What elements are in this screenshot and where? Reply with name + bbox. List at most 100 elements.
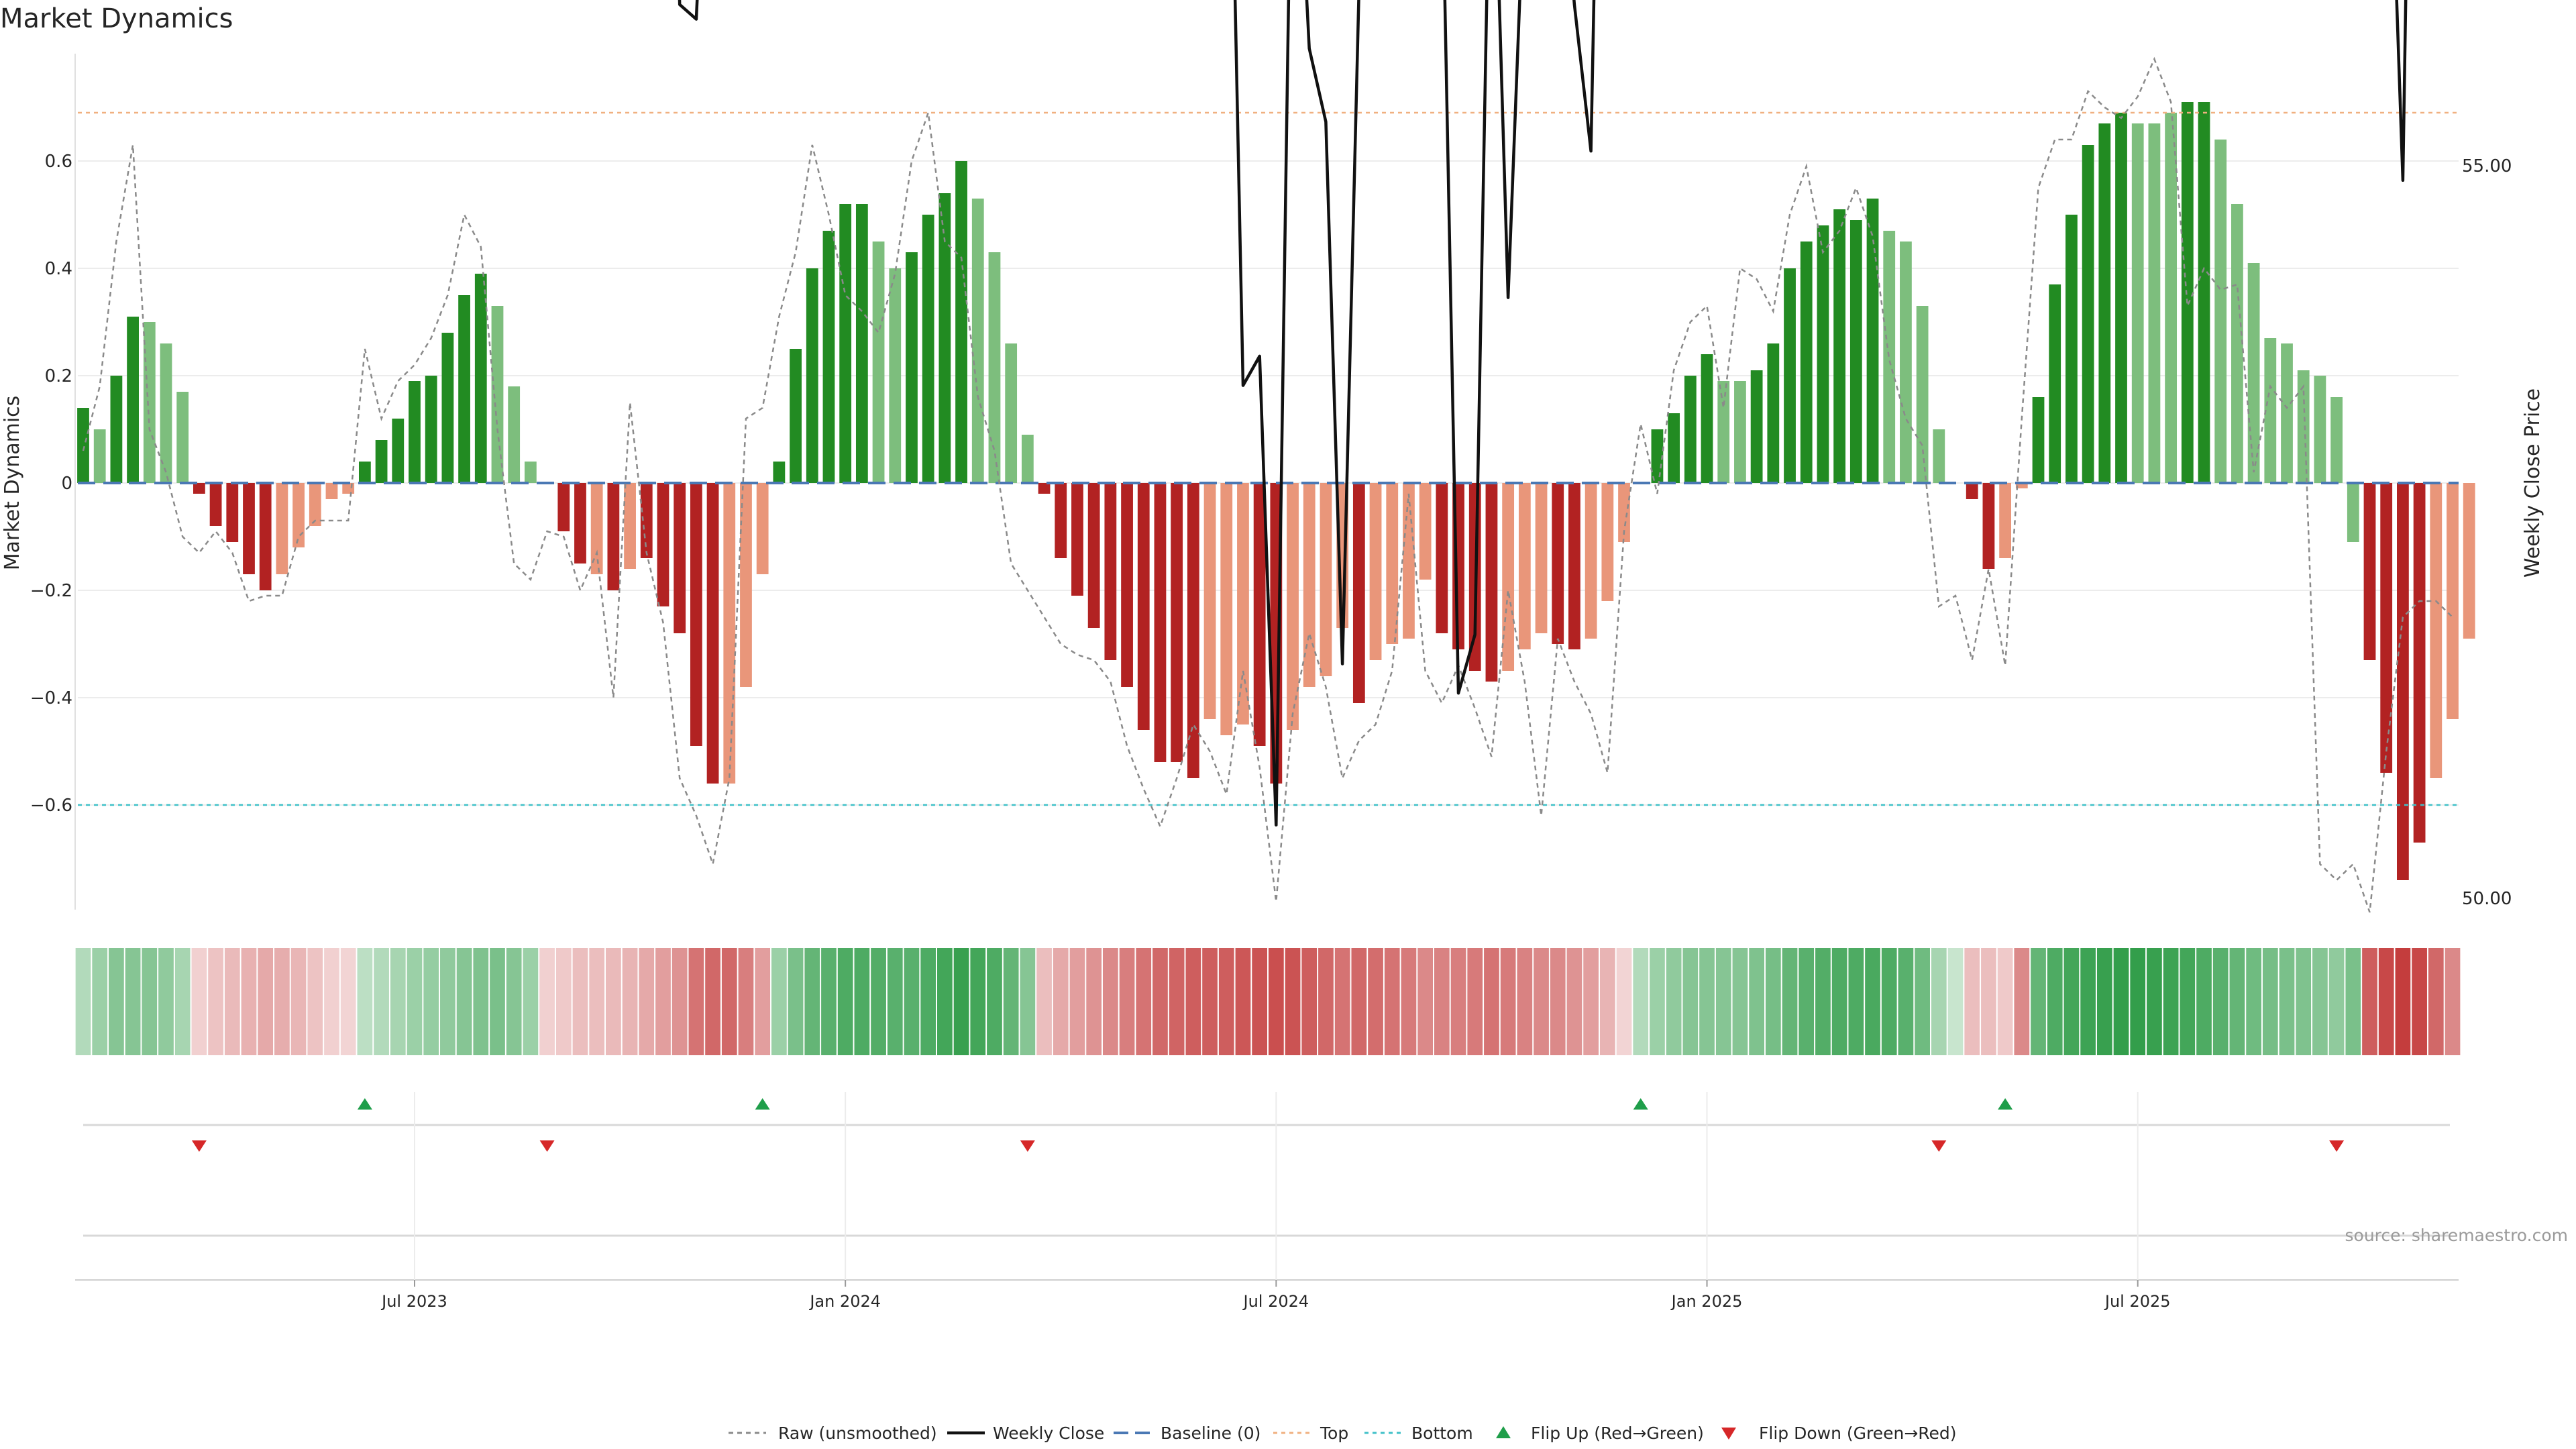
momentum-bar [1601,483,1614,601]
momentum-bar [1800,241,1813,483]
legend: Raw (unsmoothed) Weekly Close Baseline (0)… [729,1424,1957,1443]
momentum-bar [93,429,106,483]
momentum-bar [1585,483,1597,639]
heat-cell [1119,948,1135,1055]
heat-cell [1915,948,1930,1055]
heat-cell [1285,948,1301,1055]
x-tick-label: Jan 2024 [808,1292,881,1311]
heat-cell [771,948,787,1055]
momentum-bar [1933,429,1945,483]
heat-cell [407,948,423,1055]
momentum-bar [1518,483,1531,649]
heat-cell [1650,948,1665,1055]
momentum-bar [2165,113,2178,483]
heat-cell [1881,948,1897,1055]
momentum-bar [243,483,255,574]
momentum-bar [1038,483,1051,494]
momentum-bar [524,462,537,483]
momentum-bar [1502,483,1515,671]
heat-cell [2196,948,2212,1055]
source-label: source: sharemaestro.com [2345,1226,2569,1245]
momentum-bar [2330,397,2343,483]
momentum-bar [723,483,736,784]
heat-cell [1368,948,1383,1055]
legend-flip-up-icon [1496,1426,1511,1438]
raw-series [82,56,2453,913]
heat-cell [307,948,323,1055]
momentum-bar [1552,483,1564,644]
heat-cell [2130,948,2146,1055]
flip-up-marker [357,1098,372,1110]
momentum-bar [127,317,139,483]
raw-line [82,56,2453,913]
momentum-bar [1187,483,1199,778]
momentum-bar [474,274,487,483]
momentum-bar [1485,483,1498,682]
momentum-bar [889,268,902,483]
heat-cell [523,948,539,1055]
momentum-bar [110,376,123,483]
momentum-bar [2214,140,2227,483]
momentum-bar [508,386,521,483]
heat-cell [258,948,274,1055]
heat-cell [2063,948,2080,1055]
momentum-bar [1055,483,1067,558]
heat-cell [1799,948,1815,1055]
heat-cell [1401,948,1417,1055]
momentum-bar [922,215,934,483]
y-axis-title: Market Dynamics [1,396,24,571]
momentum-bar [657,483,669,606]
momentum-bar [2198,102,2210,483]
heat-cell [1848,948,1864,1055]
heat-cell [1450,948,1466,1055]
momentum-bar [143,322,156,483]
x-tick-label: Jul 2023 [380,1292,447,1311]
momentum-bar [2347,483,2359,542]
y-tick-label: 0.4 [45,259,72,279]
heat-cell [1749,948,1764,1055]
momentum-bar [1087,483,1100,628]
momentum-bar [1369,483,1382,660]
heat-cell [1981,948,1996,1055]
heat-cell [340,948,356,1055]
momentum-bar [1419,483,1432,580]
heat-cell [2047,948,2063,1055]
momentum-bar [1618,483,1630,542]
y-tick-label: 0 [61,474,72,494]
heat-cell [1865,948,1880,1055]
momentum-bar [1999,483,2012,558]
heat-cell [1715,948,1731,1055]
momentum-bar [160,343,172,483]
heat-cell [75,948,91,1055]
momentum-bar [2281,343,2293,483]
heat-cell [1534,948,1549,1055]
legend-label: Bottom [1411,1424,1473,1443]
heat-cell [1517,948,1533,1055]
heat-cell [2014,948,2030,1055]
legend-label: Top [1320,1424,1348,1443]
heat-cell [788,948,804,1055]
momentum-bar [292,483,305,547]
momentum-bar [624,483,636,569]
momentum-bar [1734,381,1746,483]
heat-cell [1003,948,1019,1055]
flip-up-marker [1633,1098,1648,1110]
momentum-bar [1833,209,1846,483]
heat-cell [456,948,472,1055]
heat-cell [837,948,853,1055]
heat-cell [705,948,720,1055]
heat-cell [2362,948,2377,1055]
momentum-bar [458,295,470,483]
momentum-bar [2082,145,2094,483]
heat-cell [208,948,223,1055]
momentum-bar [1352,483,1365,703]
heat-cell [440,948,455,1055]
heat-cell [1384,948,1400,1055]
momentum-bar [2413,483,2426,843]
heat-cell [970,948,986,1055]
momentum-bar [607,483,620,590]
heat-cell [1765,948,1781,1055]
heat-cell [241,948,257,1055]
momentum-bar [2380,483,2393,773]
momentum-bar [790,349,802,483]
